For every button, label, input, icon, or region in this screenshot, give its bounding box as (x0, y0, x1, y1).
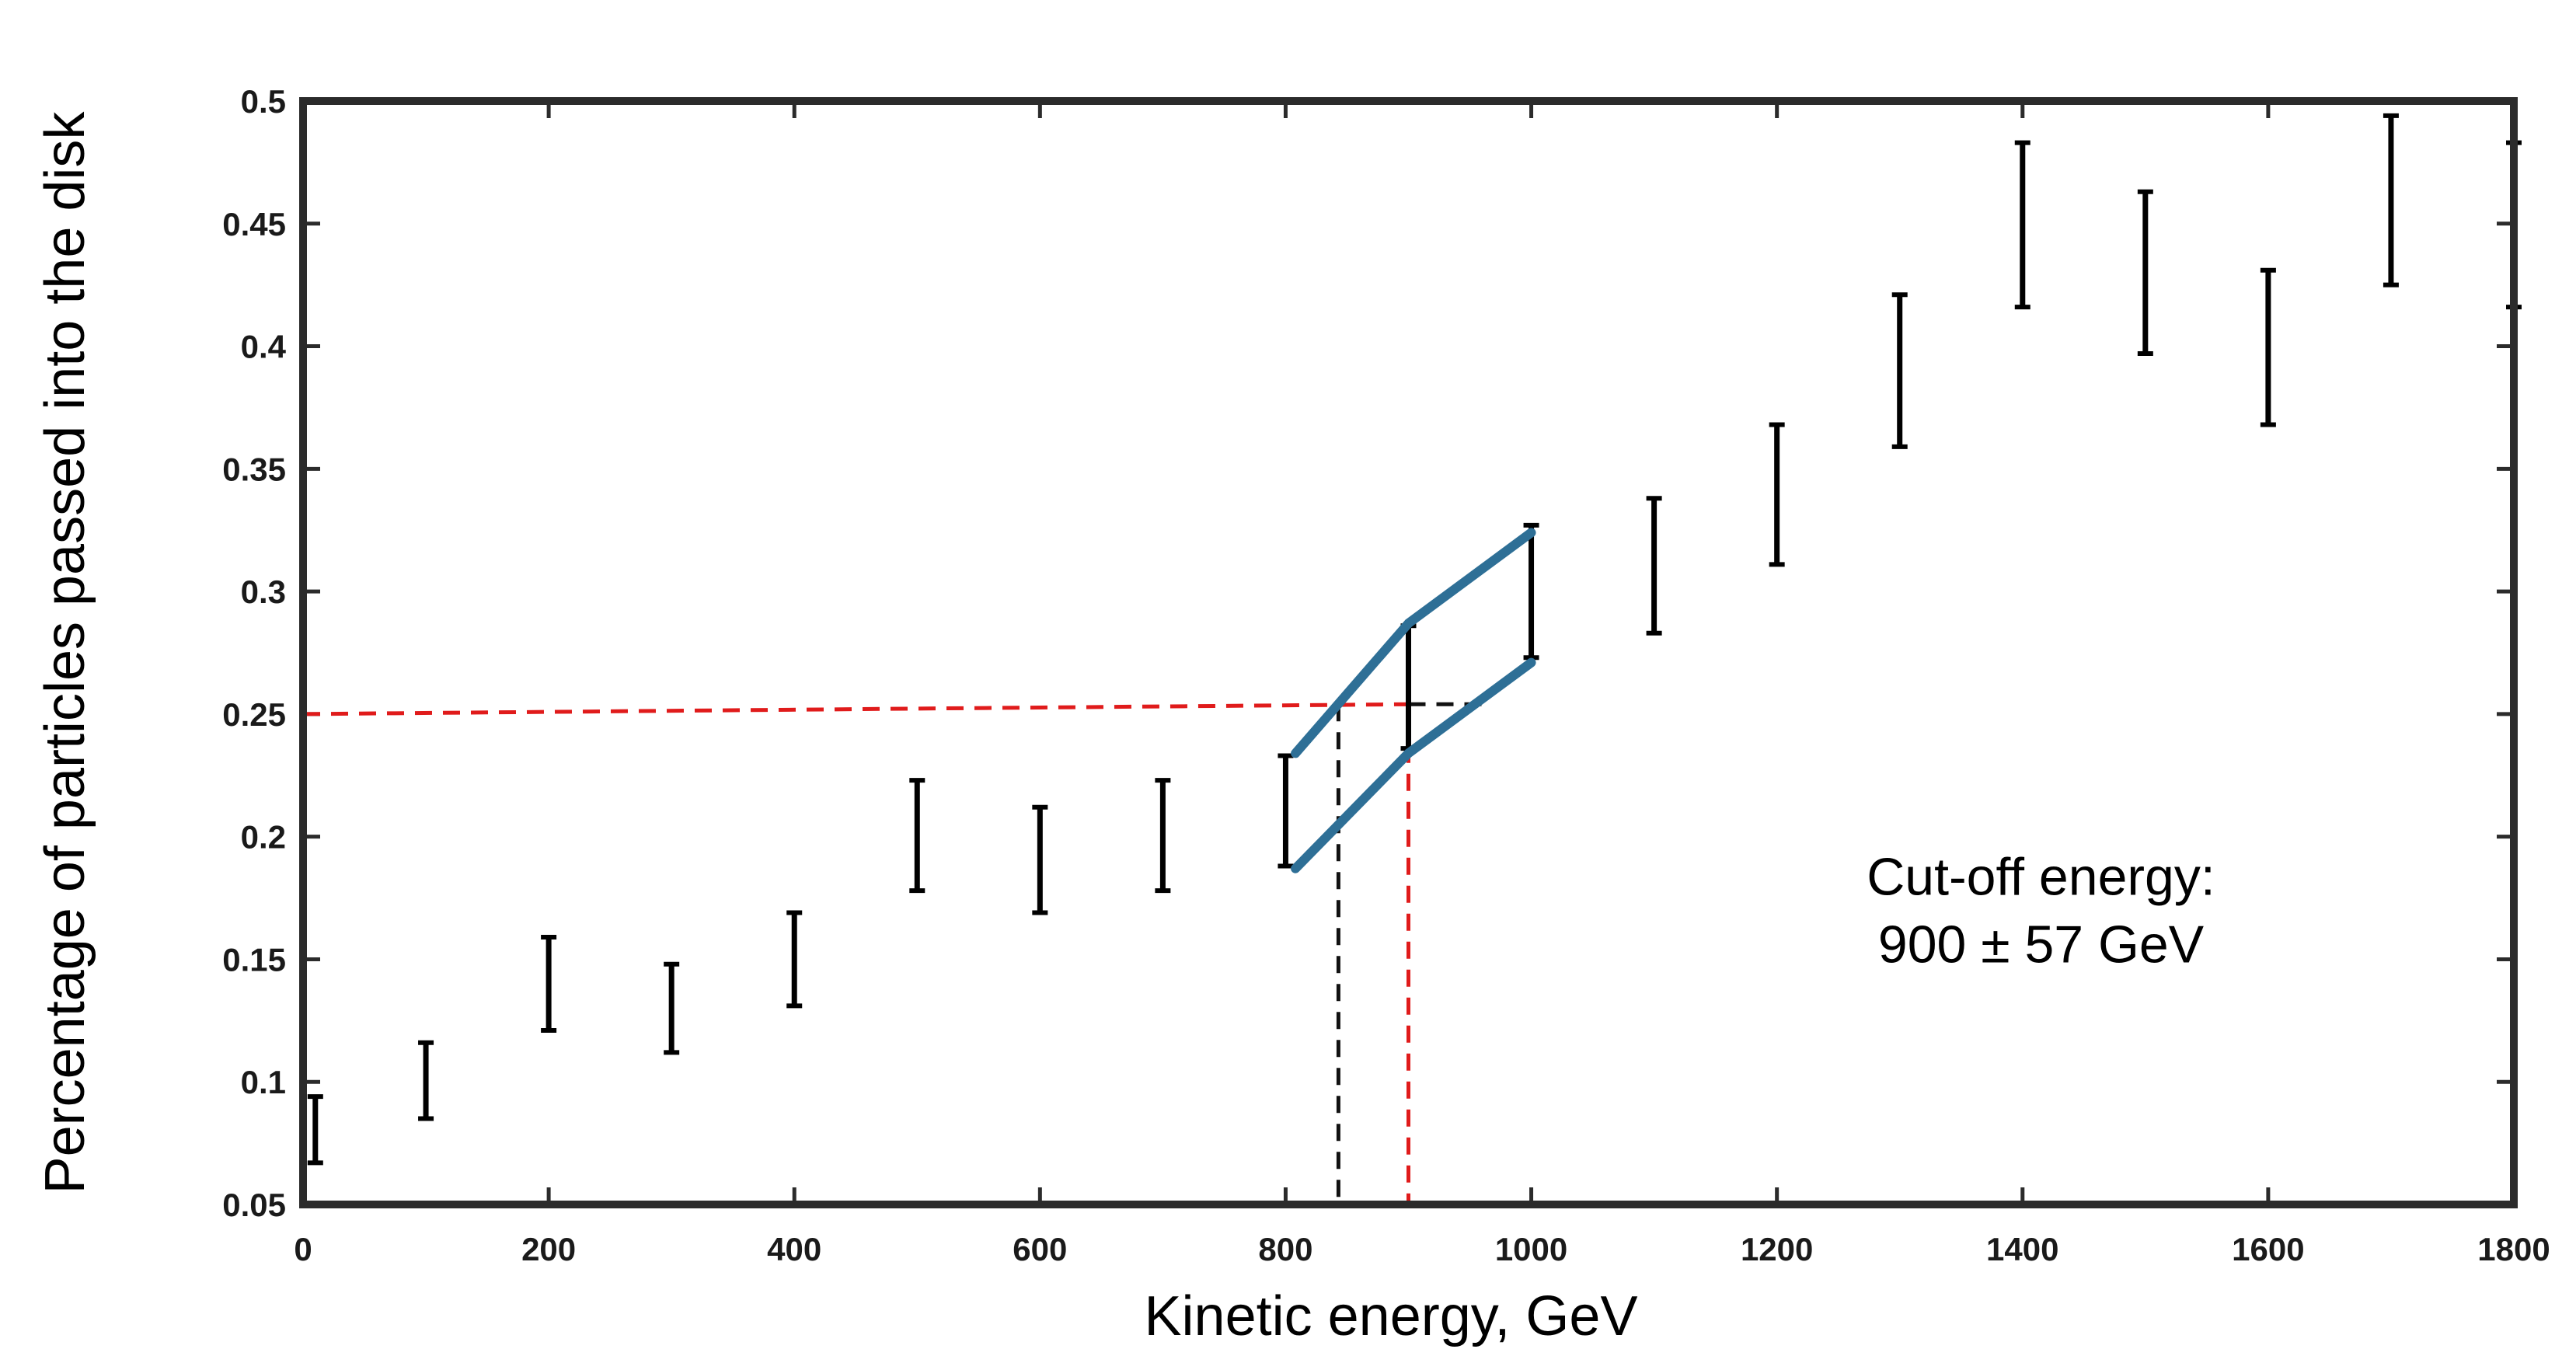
error-bar (1646, 496, 1662, 636)
error-bar (307, 1094, 323, 1166)
y-tick-label: 0.15 (222, 941, 286, 978)
envelope-lower-line (1291, 657, 1536, 873)
x-tick-label: 400 (767, 1231, 821, 1267)
x-tick-label: 200 (521, 1231, 576, 1267)
error-bar (786, 910, 803, 1009)
error-bar (1155, 778, 1171, 894)
x-tick-label: 0 (294, 1231, 312, 1267)
error-bar (418, 1040, 434, 1121)
x-tick-label: 1200 (1741, 1231, 1813, 1267)
annotation-line-1: Cut-off energy: (1867, 848, 2215, 907)
x-tick-label: 600 (1013, 1231, 1067, 1267)
error-bar (664, 961, 680, 1055)
y-tick-label: 0.25 (222, 696, 286, 733)
error-bar (909, 778, 925, 894)
error-bar (1032, 804, 1048, 915)
y-tick-label: 0.4 (241, 329, 287, 365)
uncertainty-envelope (1291, 528, 1536, 873)
y-tick-label: 0.5 (241, 83, 286, 120)
error-bar (1278, 753, 1294, 869)
error-bar (2383, 113, 2399, 288)
x-tick-label: 1600 (2232, 1231, 2304, 1267)
x-tick-labels: 0 200 400 600 800 1000 1200 1400 1600 1800 (294, 1231, 2550, 1267)
error-bar (541, 935, 557, 1033)
x-tick-label: 1400 (1986, 1231, 2058, 1267)
error-bar (2260, 267, 2276, 427)
y-tick-labels: 0.05 0.1 0.15 0.2 0.25 0.3 0.35 0.4 0.45 0.5 (222, 83, 286, 1223)
y-tick-label: 0.1 (241, 1064, 286, 1100)
error-bar (1891, 292, 1908, 449)
y-tick-label: 0.05 (222, 1187, 286, 1223)
y-tick-label: 0.3 (241, 573, 286, 610)
cutoff-annotation: Cut-off energy: 900 ± 57 GeV (1867, 848, 2215, 974)
x-tick-label: 1000 (1495, 1231, 1567, 1267)
x-axis-title: Kinetic energy, GeV (1145, 1285, 1638, 1347)
plot-frame (299, 97, 2518, 1208)
error-bar (1523, 522, 1539, 661)
x-tick-label: 800 (1258, 1231, 1312, 1267)
y-tick-label: 0.45 (222, 206, 286, 242)
error-bar (1769, 422, 1785, 567)
y-tick-label: 0.35 (222, 451, 286, 487)
error-bar (2137, 189, 2153, 357)
annotation-line-2: 900 ± 57 GeV (1878, 915, 2205, 974)
y-axis-title: Percentage of particles passed into the … (34, 111, 96, 1194)
x-tick-label: 1800 (2477, 1231, 2550, 1267)
error-bar (2014, 140, 2030, 310)
y-tick-label: 0.2 (241, 819, 286, 856)
envelope-upper-line (1291, 528, 1536, 758)
